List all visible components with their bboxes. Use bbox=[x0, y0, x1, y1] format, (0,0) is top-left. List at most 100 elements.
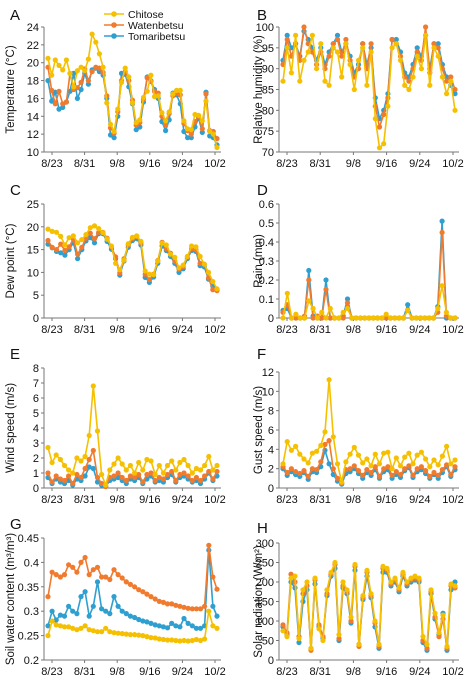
data-point-watenbetsu bbox=[79, 244, 85, 250]
data-point-chitose bbox=[49, 228, 55, 234]
data-point-tomaribetsu bbox=[49, 608, 55, 614]
data-point-watenbetsu bbox=[156, 598, 162, 605]
data-point-chitose bbox=[136, 459, 142, 466]
data-point-tomaribetsu bbox=[71, 70, 77, 76]
data-point-tomaribetsu bbox=[86, 613, 92, 619]
data-point-chitose bbox=[156, 462, 162, 469]
data-point-chitose bbox=[193, 636, 199, 643]
data-point-chitose bbox=[53, 229, 60, 235]
data-point-chitose bbox=[103, 482, 109, 488]
data-point-watenbetsu bbox=[132, 584, 138, 590]
x-tick-label: 9/24 bbox=[172, 158, 193, 170]
y-axis-label: Rain (mm) bbox=[253, 234, 265, 288]
data-point-chitose bbox=[330, 45, 336, 51]
data-point-chitose bbox=[61, 624, 68, 630]
data-point-watenbetsu bbox=[45, 470, 51, 476]
data-point-tomaribetsu bbox=[152, 622, 158, 628]
data-point-chitose bbox=[144, 88, 150, 94]
x-tick-label: 8/23 bbox=[41, 158, 62, 170]
data-point-chitose bbox=[372, 618, 378, 624]
data-point-watenbetsu bbox=[58, 241, 64, 247]
data-point-watenbetsu bbox=[127, 581, 133, 588]
data-point-chitose bbox=[60, 67, 66, 73]
data-point-chitose bbox=[53, 622, 59, 628]
y-tick-label: 4 bbox=[33, 423, 39, 435]
data-point-chitose bbox=[78, 64, 84, 70]
data-point-chitose bbox=[284, 45, 290, 51]
data-point-chitose bbox=[82, 453, 88, 460]
x-tick-label: 9/24 bbox=[172, 494, 193, 506]
data-point-chitose bbox=[86, 432, 92, 439]
data-point-watenbetsu bbox=[439, 229, 445, 236]
data-point-chitose bbox=[347, 451, 353, 457]
x-tick-label: 9/24 bbox=[409, 324, 430, 336]
data-point-chitose bbox=[172, 254, 178, 260]
data-point-tomaribetsu bbox=[136, 616, 142, 623]
x-tick-label: 8/31 bbox=[74, 324, 95, 336]
data-point-chitose bbox=[87, 225, 93, 231]
data-point-watenbetsu bbox=[119, 575, 125, 581]
data-point-chitose bbox=[427, 464, 433, 470]
data-point-watenbetsu bbox=[173, 602, 179, 608]
data-point-watenbetsu bbox=[136, 471, 142, 478]
data-point-chitose bbox=[340, 309, 346, 315]
data-point-chitose bbox=[452, 315, 458, 321]
data-point-chitose bbox=[288, 447, 294, 453]
data-point-chitose bbox=[376, 461, 383, 467]
data-point-chitose bbox=[85, 56, 91, 62]
data-point-chitose bbox=[368, 591, 374, 597]
y-tick-label: 250 bbox=[256, 558, 274, 570]
data-point-chitose bbox=[435, 53, 441, 59]
data-point-chitose bbox=[309, 450, 315, 456]
y-tick-label: 200 bbox=[256, 577, 274, 589]
data-point-watenbetsu bbox=[309, 466, 315, 472]
y-tick-label: 14 bbox=[27, 111, 39, 123]
x-tick-label: 8/31 bbox=[309, 158, 330, 170]
data-point-tomaribetsu bbox=[60, 104, 66, 110]
data-point-watenbetsu bbox=[136, 587, 142, 593]
data-point-watenbetsu bbox=[444, 462, 450, 468]
y-tick-label: 10 bbox=[262, 386, 274, 398]
data-point-chitose bbox=[439, 453, 445, 459]
data-point-watenbetsu bbox=[49, 569, 55, 575]
panel-f: F Gust speed (m/s)0 2 4 6 8 10 12 8/23 8/31 9/8 9/1… bbox=[253, 346, 464, 506]
data-point-watenbetsu bbox=[111, 473, 117, 479]
data-point-chitose bbox=[111, 630, 117, 636]
y-tick-label: 0.1 bbox=[259, 294, 274, 306]
data-point-chitose bbox=[133, 119, 139, 126]
data-point-chitose bbox=[123, 631, 129, 637]
data-point-watenbetsu bbox=[297, 470, 303, 477]
data-point-watenbetsu bbox=[327, 315, 333, 321]
y-tick-label: 0 bbox=[268, 313, 274, 325]
data-point-chitose bbox=[380, 563, 386, 570]
y-axis-label: Gust speed (m/s) bbox=[253, 386, 265, 474]
data-point-chitose bbox=[309, 32, 315, 38]
data-point-chitose bbox=[392, 575, 398, 581]
data-point-chitose bbox=[181, 456, 187, 463]
data-point-tomaribetsu bbox=[111, 135, 117, 141]
data-point-chitose bbox=[289, 315, 295, 321]
data-point-chitose bbox=[448, 581, 454, 587]
data-point-chitose bbox=[56, 62, 62, 68]
data-point-tomaribetsu bbox=[87, 235, 93, 241]
data-point-chitose bbox=[372, 451, 378, 457]
data-point-watenbetsu bbox=[214, 586, 220, 592]
y-tick-label: 0.45 bbox=[18, 533, 39, 545]
data-point-chitose bbox=[375, 315, 381, 321]
data-point-chitose bbox=[49, 618, 55, 624]
data-point-tomaribetsu bbox=[323, 277, 329, 283]
data-point-chitose bbox=[418, 66, 424, 72]
data-point-watenbetsu bbox=[435, 45, 441, 51]
data-point-chitose bbox=[202, 636, 208, 642]
y-tick-label: 0.25 bbox=[18, 631, 39, 643]
x-tick-label: 10/2 bbox=[204, 158, 225, 170]
data-point-chitose bbox=[45, 633, 51, 639]
data-point-tomaribetsu bbox=[214, 613, 220, 619]
data-point-chitose bbox=[396, 585, 402, 591]
y-tick-label: 0.3 bbox=[259, 256, 274, 268]
data-point-chitose bbox=[293, 443, 299, 449]
data-point-chitose bbox=[435, 462, 441, 468]
data-point-chitose bbox=[406, 86, 412, 93]
data-point-chitose bbox=[280, 461, 286, 467]
y-tick-label: 6 bbox=[268, 425, 274, 437]
